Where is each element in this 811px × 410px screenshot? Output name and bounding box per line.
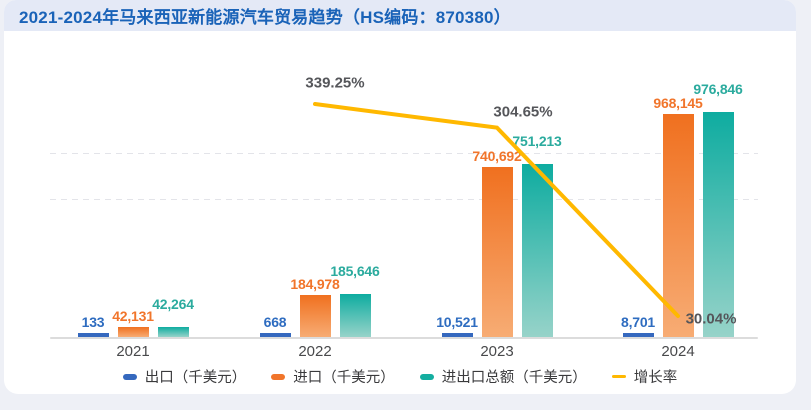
bar-total-2023	[521, 164, 553, 337]
legend-bar-swatch-total	[419, 373, 434, 380]
bar-export-2022	[259, 332, 291, 337]
x-axis-label-2022: 2022	[298, 343, 332, 360]
legend-label-export: 出口（千美元）	[144, 370, 247, 386]
value-label-export-2023: 10,521	[436, 313, 478, 330]
legend-item-growth[interactable]: 增长率	[611, 366, 678, 387]
growth-label-2023: 304.65%	[493, 103, 553, 121]
legend-bar-swatch-export	[122, 373, 137, 380]
value-label-import-2023: 740,692	[472, 147, 522, 164]
x-axis-label-2024: 2024	[661, 343, 695, 360]
title-bar: 2021-2024年马来西亚新能源汽车贸易趋势（HS编码：870380）	[4, 0, 796, 31]
value-label-total-2021: 42,264	[152, 296, 194, 313]
growth-label-2022: 339.25%	[305, 74, 365, 92]
legend-bar-swatch-import	[271, 373, 286, 380]
x-axis-label-2023: 2023	[480, 343, 514, 360]
bar-export-2021	[77, 332, 109, 337]
chart-area: 133 42,131 42,264 2021 668 184,978 185,646 2022…	[4, 0, 796, 394]
bar-total-2024	[702, 112, 734, 337]
legend-item-total[interactable]: 进出口总额（千美元）	[419, 366, 587, 387]
value-label-total-2024: 976,846	[693, 81, 743, 98]
value-label-export-2022: 668	[263, 313, 287, 330]
value-label-total-2023: 751,213	[512, 133, 562, 150]
chart-card: 2021-2024年马来西亚新能源汽车贸易趋势（HS编码：870380） 133…	[4, 0, 796, 394]
legend: 出口（千美元） 进口（千美元） 进出口总额（千美元） 增长率	[4, 366, 796, 387]
value-label-import-2021: 42,131	[112, 308, 154, 325]
legend-item-import[interactable]: 进口（千美元）	[271, 366, 395, 387]
value-label-total-2022: 185,646	[330, 263, 380, 280]
value-label-import-2024: 968,145	[653, 95, 703, 112]
legend-label-growth: 增长率	[633, 370, 678, 386]
legend-line-swatch-growth	[611, 375, 626, 378]
x-axis-label-2021: 2021	[116, 343, 150, 360]
value-label-export-2021: 133	[81, 313, 105, 330]
bar-total-2021	[157, 327, 189, 337]
gridline-600000	[50, 199, 758, 200]
bar-import-2022	[299, 294, 331, 337]
growth-label-2024: 30.04%	[685, 310, 737, 328]
legend-item-export[interactable]: 出口（千美元）	[122, 366, 247, 387]
chart-title: 2021-2024年马来西亚新能源汽车贸易趋势（HS编码：870380）	[19, 8, 511, 27]
legend-label-total: 进出口总额（千美元）	[441, 370, 587, 386]
legend-label-import: 进口（千美元）	[293, 370, 395, 386]
bar-import-2023	[481, 166, 513, 337]
value-label-export-2024: 8,701	[620, 313, 656, 330]
bar-export-2023	[441, 332, 473, 337]
gridline-800000	[50, 153, 758, 154]
bar-import-2024	[662, 114, 694, 337]
bar-total-2022	[339, 294, 371, 337]
x-axis-line	[50, 337, 758, 339]
bar-export-2024	[622, 332, 654, 337]
bar-import-2021	[117, 327, 149, 337]
